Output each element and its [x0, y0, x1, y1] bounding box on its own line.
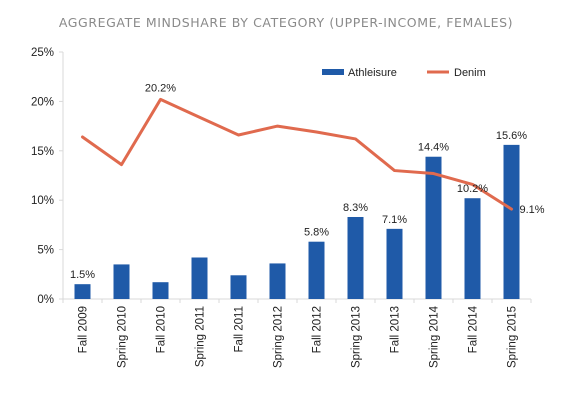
- x-tick-label: Fall 2012: [312, 306, 324, 353]
- y-tick-label: 20%: [31, 96, 54, 108]
- athleisure-bar: [503, 144, 520, 299]
- x-tick-label: Spring 2015: [507, 306, 519, 368]
- legend-label-athleisure: Athleisure: [348, 67, 397, 79]
- athleisure-bar: [347, 216, 364, 299]
- athleisure-data-label: 7.1%: [382, 214, 407, 226]
- y-tick-label: 0%: [37, 294, 54, 306]
- x-tick-label: Spring 2010: [117, 306, 129, 368]
- athleisure-bar: [191, 257, 208, 299]
- x-tick-label: Fall 2013: [390, 306, 402, 353]
- denim-line: [81, 97, 513, 211]
- athleisure-bar: [152, 282, 169, 299]
- athleisure-bar: [230, 275, 247, 299]
- denim-data-label: 9.1%: [520, 204, 545, 216]
- athleisure-data-label: 15.6%: [496, 130, 527, 142]
- x-tick-label: Fall 2011: [234, 306, 246, 352]
- legend-swatch-athleisure: [322, 69, 344, 75]
- chart-title: AGGREGATE MINDSHARE BY CATEGORY (UPPER-I…: [58, 15, 514, 30]
- x-tick-label: Fall 2009: [78, 306, 90, 353]
- athleisure-data-label: 14.4%: [418, 142, 449, 154]
- athleisure-data-label: 1.5%: [70, 269, 95, 281]
- y-tick-label: 10%: [31, 195, 54, 207]
- athleisure-bar: [308, 241, 325, 299]
- x-tick-label: Spring 2012: [273, 306, 285, 368]
- legend-label-denim: Denim: [454, 67, 486, 79]
- athleisure-bar: [113, 264, 130, 299]
- athleisure-bar: [74, 284, 91, 299]
- athleisure-bar: [269, 263, 286, 299]
- athleisure-bar: [425, 156, 442, 299]
- y-tick-label: 15%: [31, 146, 54, 158]
- athleisure-data-label: 8.3%: [343, 202, 368, 214]
- athleisure-data-label: 10.2%: [457, 183, 488, 195]
- y-tick-label: 5%: [37, 245, 54, 257]
- y-tick-label: 25%: [31, 47, 54, 59]
- athleisure-bar: [386, 228, 403, 299]
- x-tick-label: Spring 2011: [195, 306, 207, 367]
- denim-data-label: 20.2%: [145, 82, 176, 94]
- x-tick-label: Spring 2014: [429, 305, 441, 368]
- athleisure-data-label: 5.8%: [304, 227, 329, 239]
- x-tick-label: Spring 2013: [351, 306, 363, 368]
- x-tick-label: Fall 2010: [156, 306, 168, 353]
- x-tick-label: Fall 2014: [468, 305, 480, 353]
- athleisure-bar: [464, 198, 481, 299]
